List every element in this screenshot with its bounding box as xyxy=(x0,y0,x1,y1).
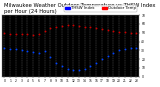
Point xyxy=(72,69,75,70)
Point xyxy=(43,30,46,32)
Point xyxy=(60,65,63,67)
Point xyxy=(15,49,17,50)
Point xyxy=(101,58,103,60)
Point xyxy=(32,51,34,53)
Point xyxy=(135,32,138,33)
Point xyxy=(89,65,92,67)
Point xyxy=(20,34,23,35)
Point xyxy=(55,62,57,63)
Point xyxy=(43,50,46,52)
Point xyxy=(112,52,115,54)
Point xyxy=(32,35,34,36)
Point xyxy=(112,30,115,32)
Point xyxy=(55,26,57,27)
Point xyxy=(9,33,12,34)
Text: Milwaukee Weather Outdoor Temperature vs THSW Index per Hour (24 Hours): Milwaukee Weather Outdoor Temperature vs… xyxy=(4,3,156,14)
Point xyxy=(95,62,97,63)
Point xyxy=(66,24,69,26)
Point xyxy=(106,55,109,56)
Point xyxy=(3,32,6,33)
Point xyxy=(49,57,52,58)
Point xyxy=(124,31,126,33)
Point xyxy=(3,47,6,48)
Point xyxy=(38,52,40,54)
Point xyxy=(84,68,86,69)
Point xyxy=(66,68,69,69)
Point xyxy=(129,32,132,33)
Point xyxy=(84,26,86,27)
Point xyxy=(106,29,109,31)
Point xyxy=(135,47,138,48)
Point xyxy=(9,48,12,49)
Point xyxy=(124,48,126,49)
Point xyxy=(118,50,120,51)
Point xyxy=(78,69,80,70)
Point xyxy=(20,50,23,51)
Point xyxy=(60,25,63,26)
Point xyxy=(118,31,120,33)
Legend: THSW Index, Outdoor Temp: THSW Index, Outdoor Temp xyxy=(64,5,137,12)
Point xyxy=(101,29,103,30)
Point xyxy=(49,28,52,29)
Point xyxy=(129,47,132,48)
Point xyxy=(15,33,17,34)
Point xyxy=(38,34,40,35)
Point xyxy=(26,50,29,52)
Point xyxy=(26,34,29,35)
Point xyxy=(89,27,92,28)
Point xyxy=(72,24,75,26)
Point xyxy=(95,28,97,29)
Point xyxy=(78,25,80,26)
